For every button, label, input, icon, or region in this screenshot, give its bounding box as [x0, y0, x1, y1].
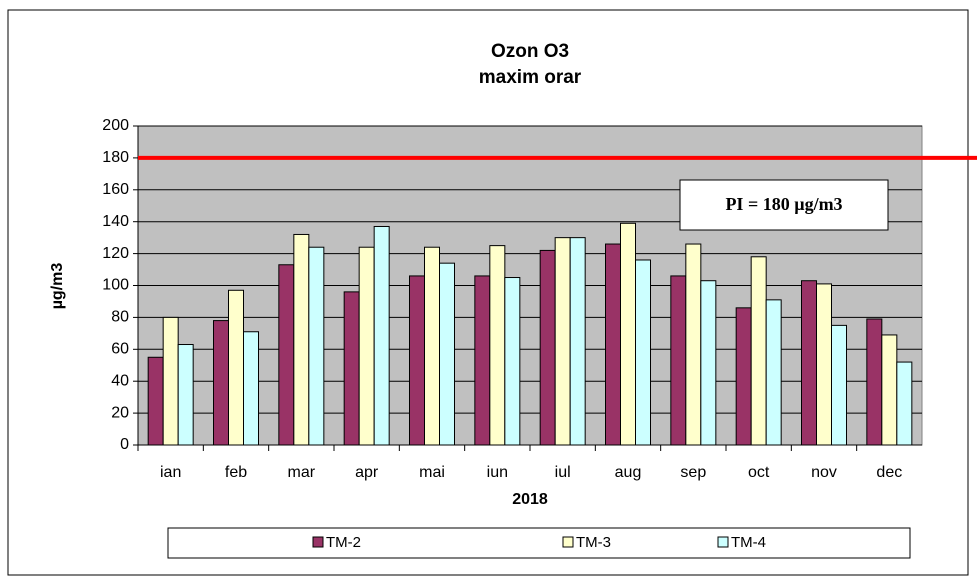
bar: [670, 275, 687, 446]
y-tick-label: 120: [102, 245, 129, 262]
x-tick-label: aug: [615, 464, 642, 481]
bar: [605, 243, 621, 446]
chart-title: Ozon O3: [491, 41, 569, 62]
legend-label: TM-4: [731, 534, 766, 551]
bar: [358, 246, 375, 446]
bar: [765, 299, 782, 446]
bar: [896, 361, 913, 446]
x-axis-label: 2018: [512, 491, 548, 508]
y-tick-label: 80: [111, 309, 129, 326]
bar: [801, 280, 817, 446]
x-tick-label: iun: [487, 464, 508, 481]
legend-swatch: [717, 536, 729, 548]
y-tick-label: 0: [120, 436, 129, 453]
bar: [409, 275, 425, 446]
bar: [373, 225, 390, 446]
bar: [278, 264, 295, 446]
bar: [343, 291, 360, 446]
bar: [474, 275, 491, 446]
x-tick-label: iul: [555, 464, 571, 481]
bar: [293, 233, 310, 446]
y-tick-label: 140: [102, 213, 129, 230]
chart-subtitle: maxim orar: [479, 67, 582, 88]
bar: [569, 237, 586, 446]
x-tick-label: mar: [288, 464, 316, 481]
bar: [816, 283, 832, 446]
x-tick-label: mai: [419, 464, 445, 481]
legend-swatch: [562, 536, 574, 548]
bar: [881, 334, 898, 446]
bar: [213, 320, 229, 446]
bar: [228, 289, 244, 446]
bar: [554, 237, 571, 446]
bar: [147, 356, 164, 446]
y-tick-label: 160: [102, 181, 129, 198]
bar: [866, 318, 883, 446]
bar: [685, 243, 702, 446]
bar: [750, 256, 767, 446]
y-tick-label: 180: [102, 149, 129, 166]
annotation: PI = 180 µg/m3: [725, 194, 842, 214]
y-tick-label: 100: [102, 277, 129, 294]
x-tick-label: ian: [160, 464, 181, 481]
y-tick-label: 40: [111, 372, 129, 389]
bar: [539, 249, 556, 446]
bar: [700, 280, 717, 446]
bar: [635, 259, 651, 446]
x-tick-label: feb: [225, 464, 247, 481]
y-axis-label: µg/m3: [49, 263, 66, 310]
bar: [162, 316, 179, 446]
bar: [424, 246, 440, 446]
bar: [308, 246, 325, 446]
x-tick-label: nov: [811, 464, 837, 481]
bar: [831, 324, 847, 446]
bar: [243, 331, 259, 446]
bar: [620, 222, 636, 446]
bar: [735, 307, 752, 446]
bar: [504, 277, 521, 446]
bar: [489, 245, 506, 446]
bar: [177, 344, 194, 446]
x-tick-label: oct: [748, 464, 770, 481]
legend-swatch: [312, 536, 324, 548]
y-tick-label: 20: [111, 404, 129, 421]
y-tick-label: 200: [102, 117, 129, 134]
bar: [439, 262, 455, 446]
y-tick-label: 60: [111, 341, 129, 358]
legend: [167, 527, 911, 559]
x-tick-label: dec: [876, 464, 902, 481]
x-tick-label: sep: [680, 464, 706, 481]
annotation-box: [679, 179, 889, 231]
legend-label: TM-3: [576, 534, 611, 551]
legend-label: TM-2: [326, 534, 361, 551]
x-tick-label: apr: [355, 464, 379, 481]
